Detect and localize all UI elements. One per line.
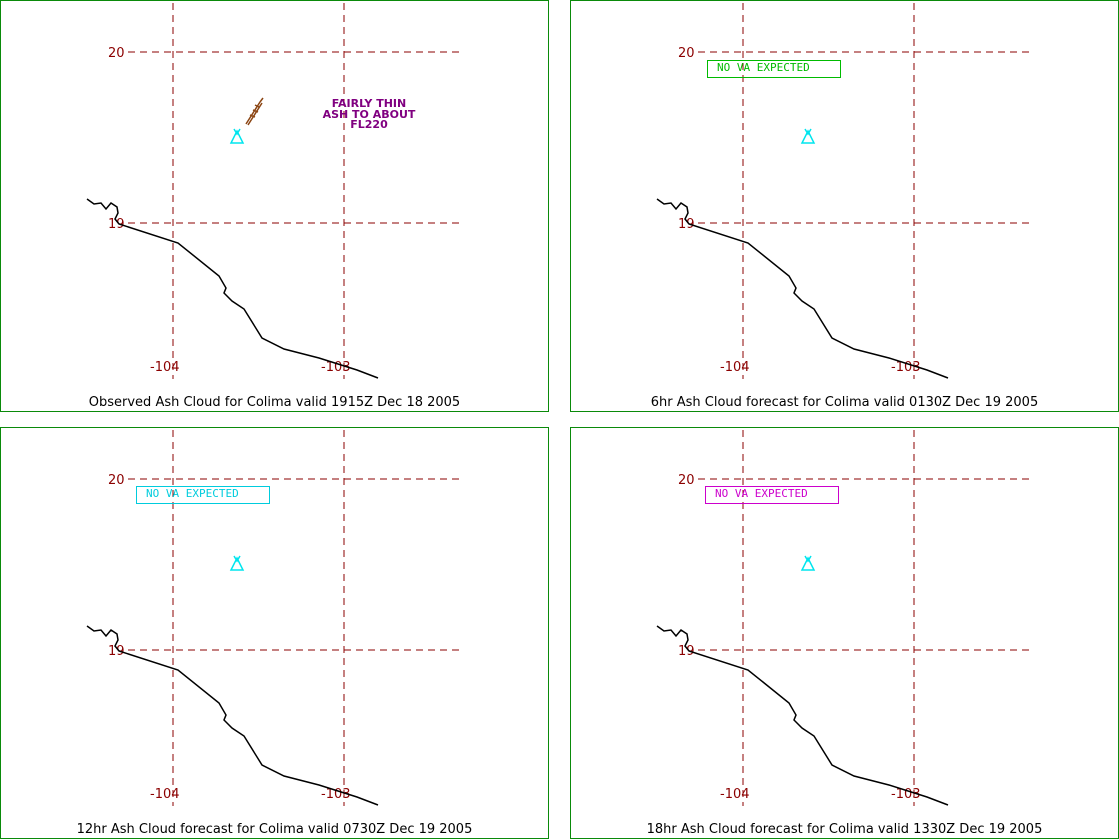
lat-label-bottom: 19 xyxy=(678,217,695,232)
map-panel-6hr: 20 19 -104 -103 NO VA EXPECTED 6hr Ash C… xyxy=(570,0,1119,412)
no-va-expected-box: NO VA EXPECTED xyxy=(707,60,841,78)
lon-label-left: -104 xyxy=(720,787,750,802)
coastline xyxy=(656,198,949,379)
lon-label-right: -103 xyxy=(891,787,921,802)
panel-caption: Observed Ash Cloud for Colima valid 1915… xyxy=(88,395,461,410)
ash-note-line-1: FAIRLY THIN xyxy=(332,97,406,110)
map-canvas: 20 19 -104 -103 FAIRLY THIN ASH TO ABOUT… xyxy=(86,3,463,379)
panel-caption: 12hr Ash Cloud forecast for Colima valid… xyxy=(76,822,473,837)
volcano-icon xyxy=(800,555,816,571)
grid-lines xyxy=(698,430,1033,806)
no-va-expected-box: NO VA EXPECTED xyxy=(705,486,839,504)
coastline xyxy=(86,625,379,806)
lon-label-right: -103 xyxy=(891,360,921,375)
lat-label-top: 20 xyxy=(108,46,125,61)
volcano-icon xyxy=(800,128,816,144)
map-canvas: 20 19 -104 -103 xyxy=(656,430,1033,806)
map-panel-observed: 20 19 -104 -103 FAIRLY THIN ASH TO ABOUT… xyxy=(0,0,549,412)
lon-label-right: -103 xyxy=(321,360,351,375)
lat-label-top: 20 xyxy=(678,46,695,61)
grid-lines xyxy=(698,3,1033,379)
lon-label-left: -104 xyxy=(150,787,180,802)
lat-label-top: 20 xyxy=(108,473,125,488)
volcano-icon xyxy=(229,555,245,571)
map-canvas: 20 19 -104 -103 xyxy=(656,3,1033,379)
coastline xyxy=(86,198,379,379)
lat-label-top: 20 xyxy=(678,473,695,488)
lat-label-bottom: 19 xyxy=(678,644,695,659)
volcano-icon xyxy=(229,128,245,144)
map-panel-18hr: 20 19 -104 -103 NO VA EXPECTED 18hr Ash … xyxy=(570,427,1119,839)
map-panel-12hr: 20 19 -104 -103 NO VA EXPECTED 12hr Ash … xyxy=(0,427,549,839)
lon-label-left: -104 xyxy=(720,360,750,375)
lat-label-bottom: 19 xyxy=(108,217,125,232)
lat-label-bottom: 19 xyxy=(108,644,125,659)
coastline xyxy=(656,625,949,806)
lon-label-right: -103 xyxy=(321,787,351,802)
grid-lines xyxy=(128,3,463,379)
panel-caption: 6hr Ash Cloud forecast for Colima valid … xyxy=(650,395,1039,410)
panel-caption: 18hr Ash Cloud forecast for Colima valid… xyxy=(646,822,1043,837)
ash-note-line-3: FL220 xyxy=(350,118,388,131)
ash-note-line-2: ASH TO ABOUT xyxy=(323,108,416,121)
lon-label-left: -104 xyxy=(150,360,180,375)
map-canvas: 20 19 -104 -103 xyxy=(86,430,463,806)
grid-lines xyxy=(128,430,463,806)
ash-plume-icon xyxy=(245,97,264,126)
no-va-expected-box: NO VA EXPECTED xyxy=(136,486,270,504)
